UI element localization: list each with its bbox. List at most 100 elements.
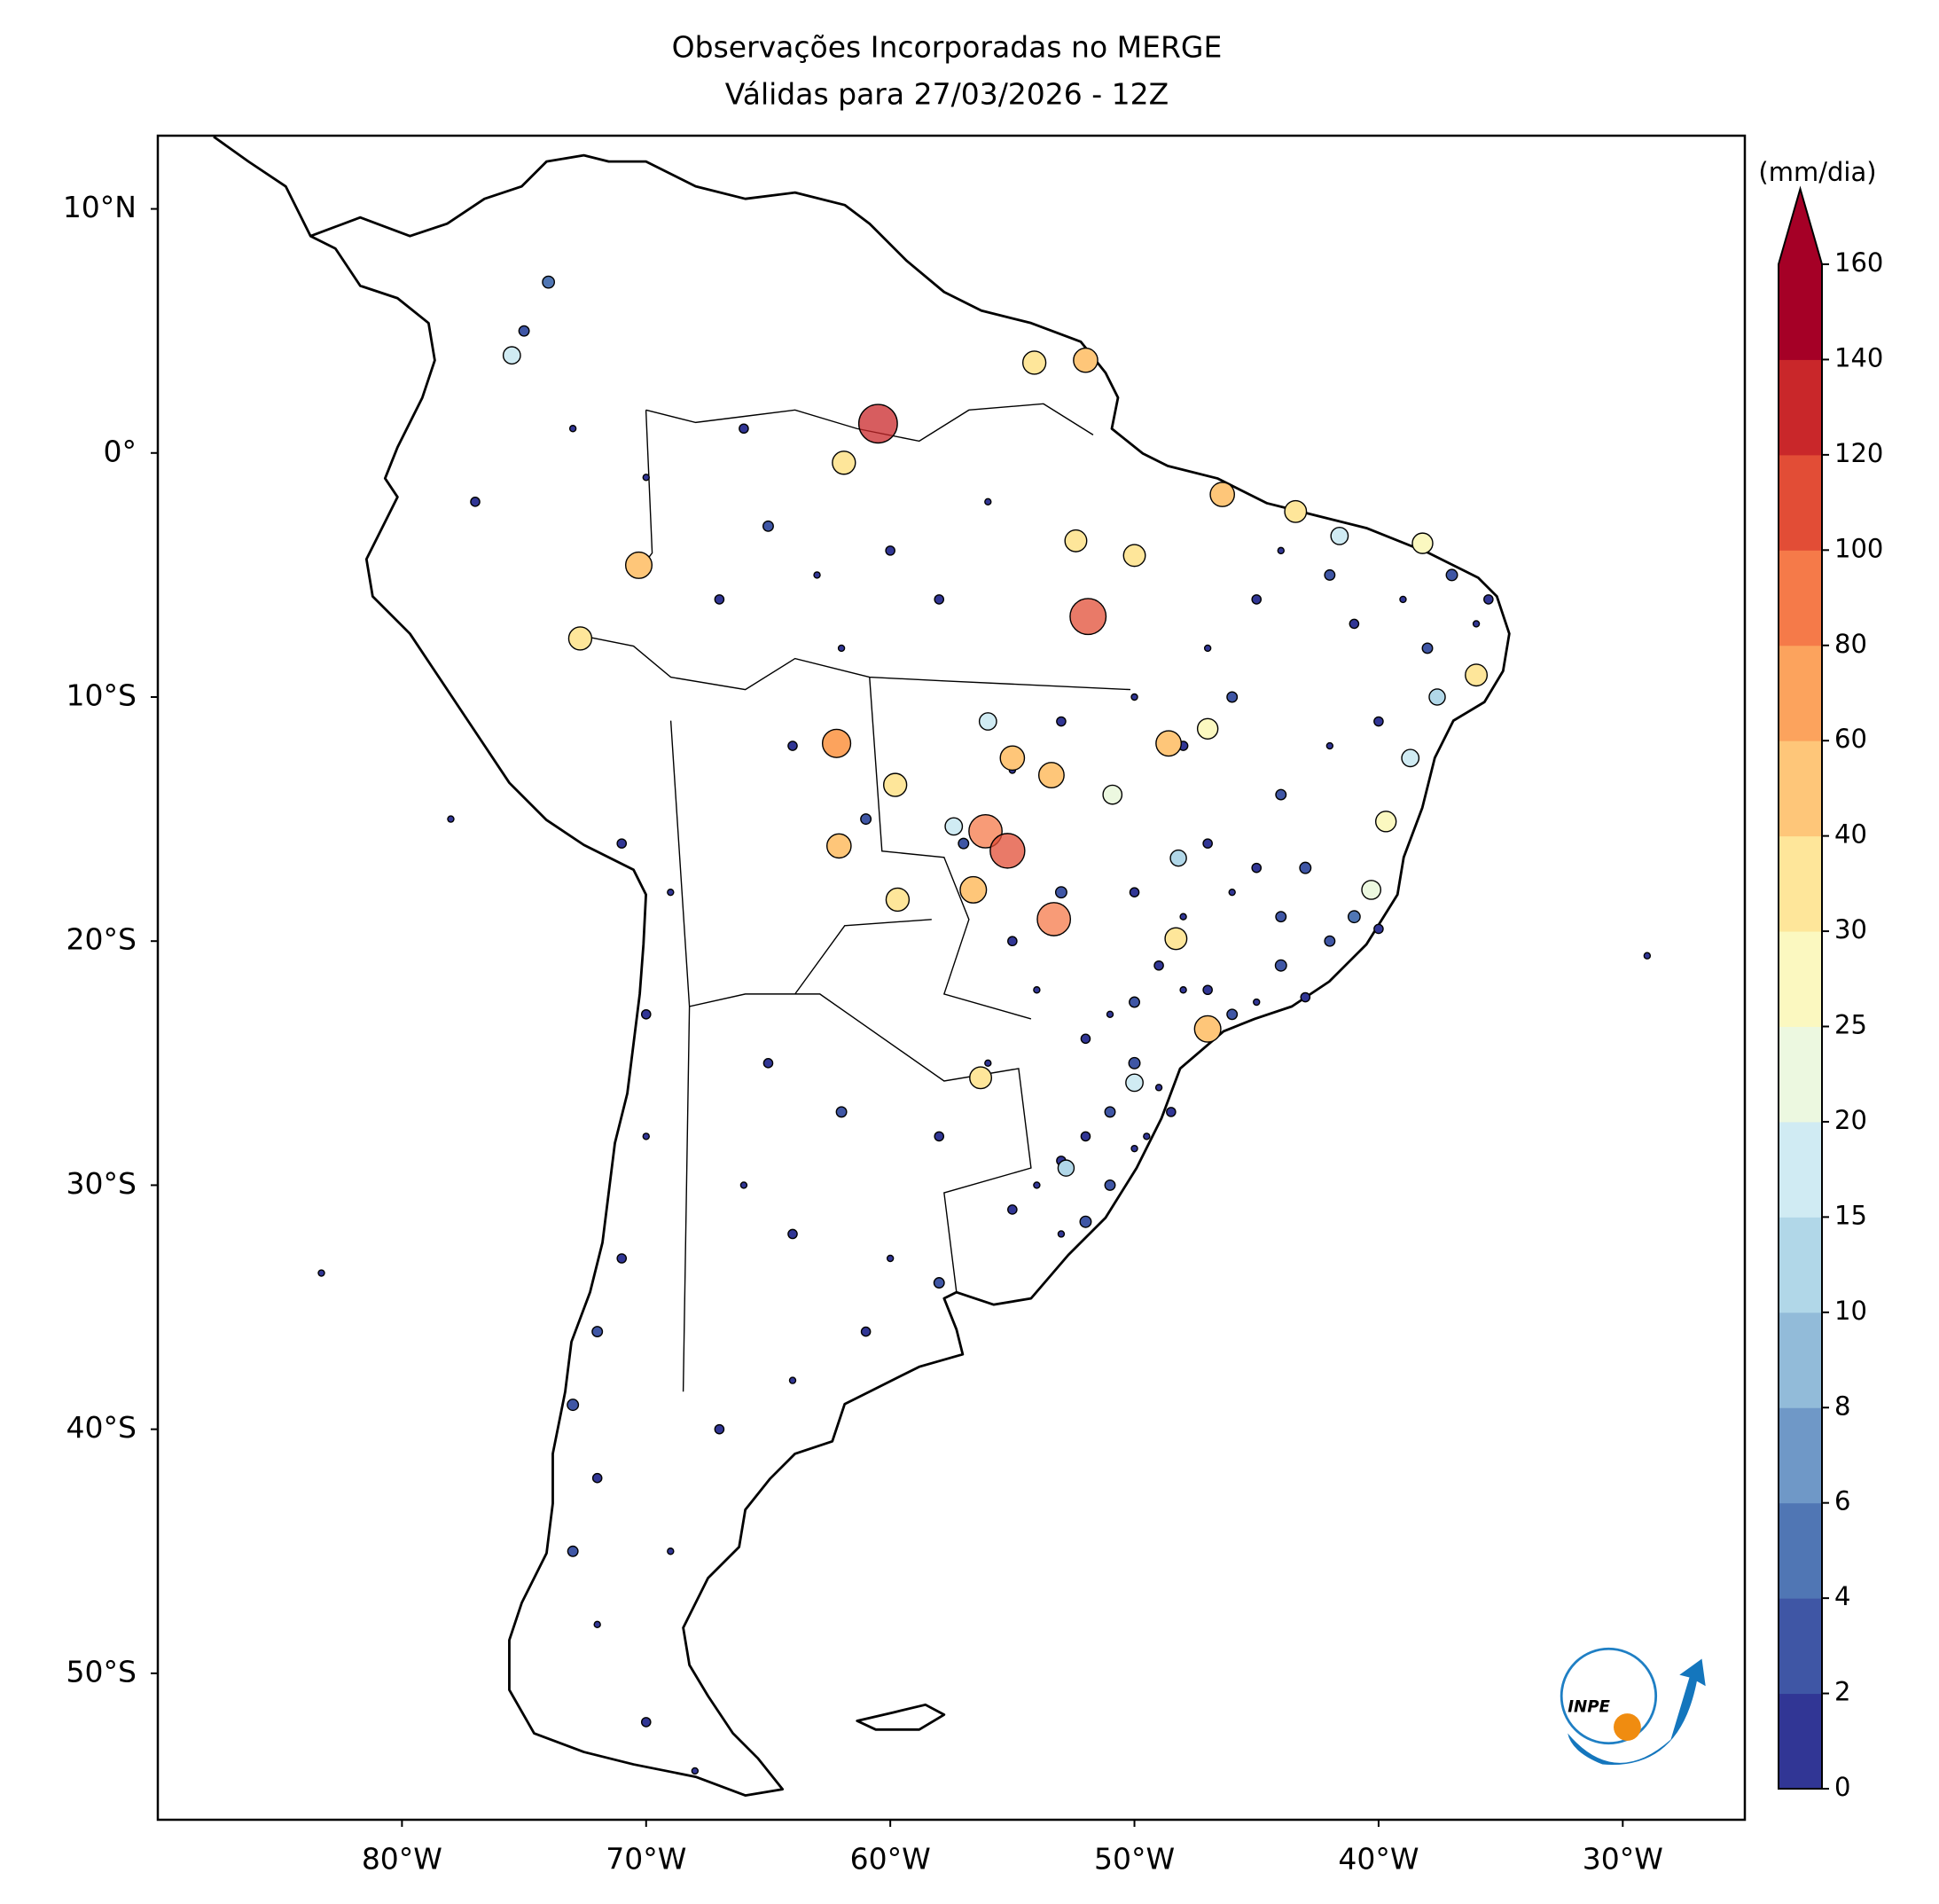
colorbar-segment <box>1779 264 1822 360</box>
observation-point <box>667 1547 675 1555</box>
inpe-logo: INPE <box>1560 1647 1706 1766</box>
colorbar-segment <box>1779 1026 1822 1123</box>
colorbar-tick-label: 80 <box>1834 629 1867 659</box>
observation-point <box>1073 347 1099 373</box>
observation-point <box>1069 598 1107 636</box>
colorbar-segment <box>1779 835 1822 932</box>
observation-point <box>944 817 964 836</box>
colorbar-segment <box>1779 1693 1822 1790</box>
observation-point <box>691 1767 700 1775</box>
observation-point <box>667 888 675 897</box>
logo-ring <box>1560 1647 1658 1745</box>
observation-point <box>593 1620 601 1629</box>
observation-point <box>762 1058 774 1069</box>
axes: 80°W 70°W 60°W 50°W 40°W 30°W 10°N 0° 10°S 20°S 30… <box>63 190 1663 1876</box>
x-tick-label: 30°W <box>1583 1842 1663 1877</box>
colorbar-tick-label: 100 <box>1834 533 1883 563</box>
colorbar-segment <box>1779 1217 1822 1313</box>
observation-point <box>568 425 577 433</box>
observation-point <box>1251 862 1263 874</box>
map-frame <box>156 134 1747 1822</box>
observation-point <box>714 1423 725 1435</box>
observation-point <box>1104 1179 1116 1191</box>
observation-point <box>1036 902 1072 936</box>
observation-point <box>1251 594 1263 605</box>
colorbar-segment <box>1779 1502 1822 1599</box>
observation-point <box>1130 1144 1138 1153</box>
colorbar-tick-label: 6 <box>1834 1486 1850 1516</box>
observation-point <box>1324 935 1336 947</box>
colorbar-tick-label: 120 <box>1834 438 1883 468</box>
falklands <box>856 1703 946 1731</box>
colorbar-extension <box>1779 189 1822 264</box>
observation-point <box>1643 952 1652 960</box>
observation-point <box>813 571 821 579</box>
observation-point <box>640 1008 652 1020</box>
observation-point <box>1274 959 1287 972</box>
observation-point <box>1277 546 1285 555</box>
observation-point <box>1373 923 1384 935</box>
observation-point <box>1284 499 1308 523</box>
y-tick-label: 50°S <box>66 1654 137 1689</box>
observation-point <box>1209 482 1235 507</box>
observation-point <box>1080 1131 1091 1142</box>
colorbar-tick-label: 40 <box>1834 819 1867 850</box>
y-tick-label: 40°S <box>66 1410 137 1445</box>
observation-point <box>885 887 911 913</box>
colorbar-tick-label: 20 <box>1834 1105 1867 1135</box>
observation-point <box>1128 1056 1141 1070</box>
observation-point <box>857 404 898 444</box>
colorbar-tick-label: 140 <box>1834 342 1883 372</box>
observation-point <box>1421 642 1434 654</box>
observation-point <box>933 1277 945 1289</box>
observation-point <box>832 451 856 475</box>
observation-point <box>1056 716 1067 727</box>
x-tick-label: 40°W <box>1338 1842 1419 1877</box>
observation-point <box>969 1066 993 1090</box>
observation-point <box>502 346 521 365</box>
observation-point <box>1164 927 1188 951</box>
observation-point <box>934 594 945 605</box>
observation-point <box>739 423 749 435</box>
basemap: INPE <box>213 136 1706 1797</box>
chart-subtitle: Válidas para 27/03/2026 - 12Z <box>725 77 1169 112</box>
observation-point <box>1275 911 1287 923</box>
colorbar-segment <box>1779 740 1822 837</box>
observation-point <box>1202 838 1213 849</box>
observation-point <box>567 626 593 651</box>
observation-point <box>317 1269 325 1277</box>
observation-point <box>788 1376 797 1384</box>
observation-point <box>787 740 798 751</box>
geography: INPE <box>213 136 1706 1797</box>
y-tick-label: 10°N <box>63 190 137 224</box>
y-tick-label: 10°S <box>66 678 137 713</box>
observation-point <box>1399 595 1407 604</box>
observation-point <box>1021 350 1047 375</box>
observation-point <box>1299 861 1312 874</box>
observation-point <box>860 813 872 826</box>
colorbar-tick-label: 0 <box>1834 1772 1850 1802</box>
observation-point <box>958 837 970 850</box>
colorbar-tick-label: 160 <box>1834 247 1883 278</box>
observation-point <box>1122 544 1146 568</box>
observation-point <box>1300 991 1311 1003</box>
observation-point <box>1057 1159 1075 1177</box>
observation-point <box>860 1326 872 1337</box>
observation-point <box>616 838 628 849</box>
observation-point <box>1033 986 1041 994</box>
colorbar-outline <box>1778 185 1823 1790</box>
logo-text: INPE <box>1568 1698 1610 1717</box>
observation-point <box>885 545 895 556</box>
colorbar-segment <box>1779 550 1822 646</box>
observation-point <box>1330 526 1349 545</box>
observation-point <box>1203 644 1212 653</box>
observation-point <box>1428 688 1446 706</box>
observation-point <box>624 551 653 579</box>
observation-point <box>1226 691 1239 703</box>
observation-point <box>978 712 997 731</box>
observation-point <box>1153 960 1164 971</box>
observation-point <box>1169 849 1187 867</box>
observation-point <box>714 594 725 605</box>
observation-point <box>821 728 852 758</box>
